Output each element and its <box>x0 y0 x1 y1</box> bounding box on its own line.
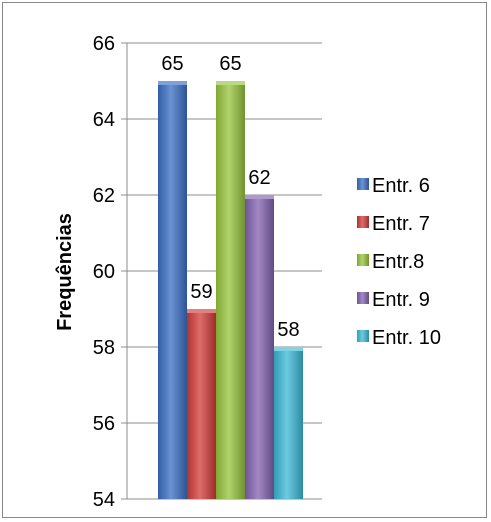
legend-swatch <box>357 254 369 266</box>
legend-swatch <box>357 292 369 304</box>
bar <box>274 347 303 499</box>
data-label: 62 <box>248 167 270 189</box>
bar <box>158 81 187 499</box>
y-tick-label: 66 <box>93 33 115 55</box>
y-tick-label: 54 <box>93 489 115 511</box>
bar <box>187 309 216 499</box>
y-tick-labels: 54 56 58 60 62 64 66 <box>93 33 115 511</box>
bars <box>158 81 303 499</box>
bar <box>216 81 245 499</box>
bar-cap <box>274 347 303 351</box>
bar <box>245 195 274 499</box>
bar-cap <box>158 81 187 85</box>
y-tick-label: 62 <box>93 185 115 207</box>
legend-swatch <box>357 216 369 228</box>
y-axis-title: Frequências <box>54 213 76 331</box>
legend-label: Entr. 10 <box>372 327 441 349</box>
bar-cap <box>245 195 274 199</box>
bar-cap <box>216 81 245 85</box>
data-label: 65 <box>161 53 183 75</box>
y-tick-label: 58 <box>93 337 115 359</box>
legend: Entr. 6 Entr. 7 Entr.8 Entr. 9 Entr. 10 <box>357 175 441 349</box>
data-label: 58 <box>277 319 299 341</box>
legend-label: Entr.8 <box>372 251 424 273</box>
data-label: 65 <box>219 53 241 75</box>
data-labels: 65 59 65 62 58 <box>161 53 299 341</box>
bar-cap <box>187 309 216 313</box>
legend-swatch <box>357 178 369 190</box>
y-tick-label: 64 <box>93 109 115 131</box>
legend-label: Entr. 9 <box>372 289 430 311</box>
legend-label: Entr. 7 <box>372 213 430 235</box>
legend-label: Entr. 6 <box>372 175 430 197</box>
y-tick-label: 56 <box>93 413 115 435</box>
y-tick-label: 60 <box>93 261 115 283</box>
legend-swatch <box>357 330 369 342</box>
data-label: 59 <box>190 281 212 303</box>
